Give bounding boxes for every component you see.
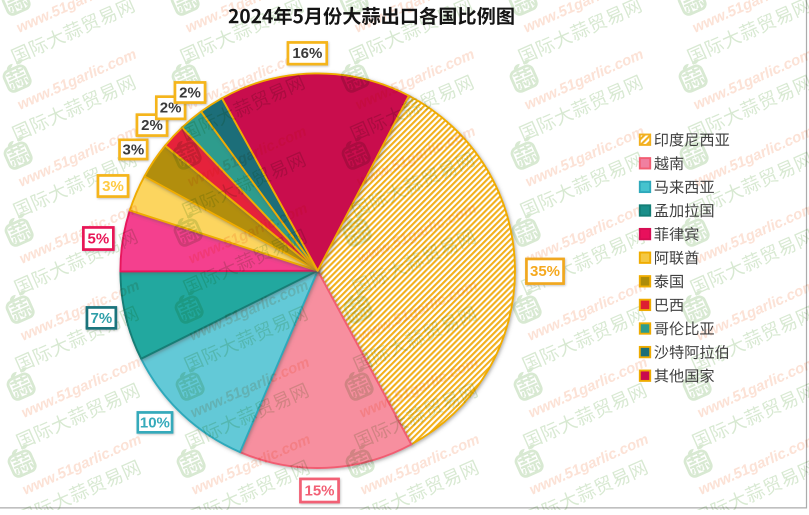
svg-text:3%: 3% [123,141,145,158]
svg-text:2%: 2% [160,100,182,117]
svg-text:3%: 3% [102,178,124,195]
svg-text:2%: 2% [179,84,201,101]
svg-text:2%: 2% [141,117,163,134]
svg-text:7%: 7% [91,310,113,327]
svg-text:35%: 35% [530,263,560,280]
svg-text:16%: 16% [292,45,322,62]
svg-text:15%: 15% [304,482,334,499]
svg-text:5%: 5% [88,230,110,247]
svg-text:10%: 10% [140,414,170,431]
